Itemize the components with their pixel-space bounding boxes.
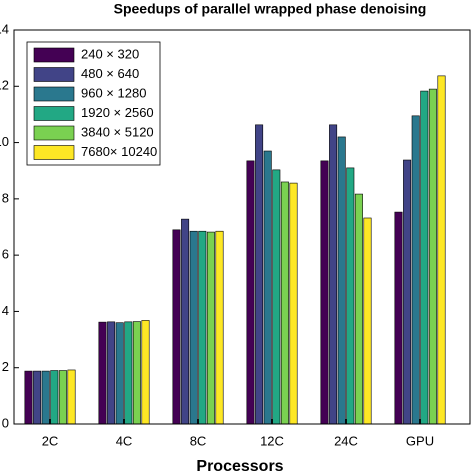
bar — [115, 322, 124, 425]
y-tick-label: 10 — [0, 134, 9, 149]
axes-box — [13, 29, 471, 425]
bar — [206, 231, 215, 425]
legend-swatch — [33, 47, 75, 63]
chart-title: Speedups of parallel wrapped phase denoi… — [114, 1, 427, 17]
bar — [41, 370, 50, 425]
legend-label: 7680× 10240 — [81, 144, 157, 159]
y-tick-label: 6 — [2, 247, 9, 262]
bar — [329, 124, 338, 425]
legend-label: 3840 × 5120 — [81, 124, 154, 139]
legend-label: 240 × 320 — [81, 46, 139, 61]
bar — [246, 160, 255, 425]
bar — [263, 150, 272, 425]
bar — [33, 370, 42, 425]
bar — [98, 321, 107, 425]
legend-swatch — [33, 67, 75, 82]
bar — [437, 75, 446, 425]
bar — [420, 90, 429, 425]
y-tick-label: 2 — [2, 359, 9, 374]
legend-label: 480 × 640 — [81, 66, 139, 81]
bar — [428, 88, 437, 425]
x-axis-label: Processors — [196, 458, 283, 474]
bar — [172, 229, 181, 425]
y-tick-label: 12 — [0, 78, 9, 93]
x-tick-label: 8C — [190, 433, 207, 448]
bar — [132, 321, 141, 425]
bar — [67, 369, 76, 425]
bar — [272, 169, 281, 425]
bar — [198, 230, 207, 425]
bar — [107, 321, 116, 425]
legend-box — [26, 41, 161, 166]
x-tick-label: 4C — [116, 433, 133, 448]
bar — [141, 320, 150, 425]
legend-swatch — [33, 86, 75, 102]
bar — [354, 193, 363, 425]
bar — [50, 370, 59, 425]
bar — [363, 217, 372, 425]
x-tick-label: 24C — [334, 433, 358, 448]
y-tick-label: 0 — [2, 415, 9, 430]
legend-swatch — [33, 106, 75, 121]
bar — [346, 167, 355, 425]
bar — [403, 159, 412, 425]
bar — [255, 124, 264, 425]
bar — [337, 136, 346, 425]
bar — [289, 182, 298, 425]
bar — [280, 181, 289, 425]
legend: 240 × 320 480 × 640 960 × 1280 1920 × 2560 3… — [26, 41, 161, 166]
bar — [24, 370, 33, 425]
bar — [394, 211, 403, 425]
legend-label: 1920 × 2560 — [81, 105, 154, 120]
y-tick-label: 8 — [2, 190, 9, 205]
legend-swatch — [33, 145, 75, 160]
y-tick-label: 14 — [0, 21, 9, 36]
legend-swatch — [33, 125, 75, 141]
bar — [189, 230, 198, 425]
y-tick-label: 4 — [2, 303, 9, 318]
bar — [58, 370, 67, 425]
legend-label: 960 × 1280 — [81, 85, 146, 100]
bar — [411, 115, 420, 425]
bar — [124, 321, 133, 425]
bar — [181, 218, 190, 425]
bar — [215, 230, 224, 425]
x-tick-label: 12C — [260, 433, 284, 448]
x-tick-label: GPU — [406, 433, 434, 448]
bar — [320, 160, 329, 425]
x-tick-label: 2C — [42, 433, 59, 448]
